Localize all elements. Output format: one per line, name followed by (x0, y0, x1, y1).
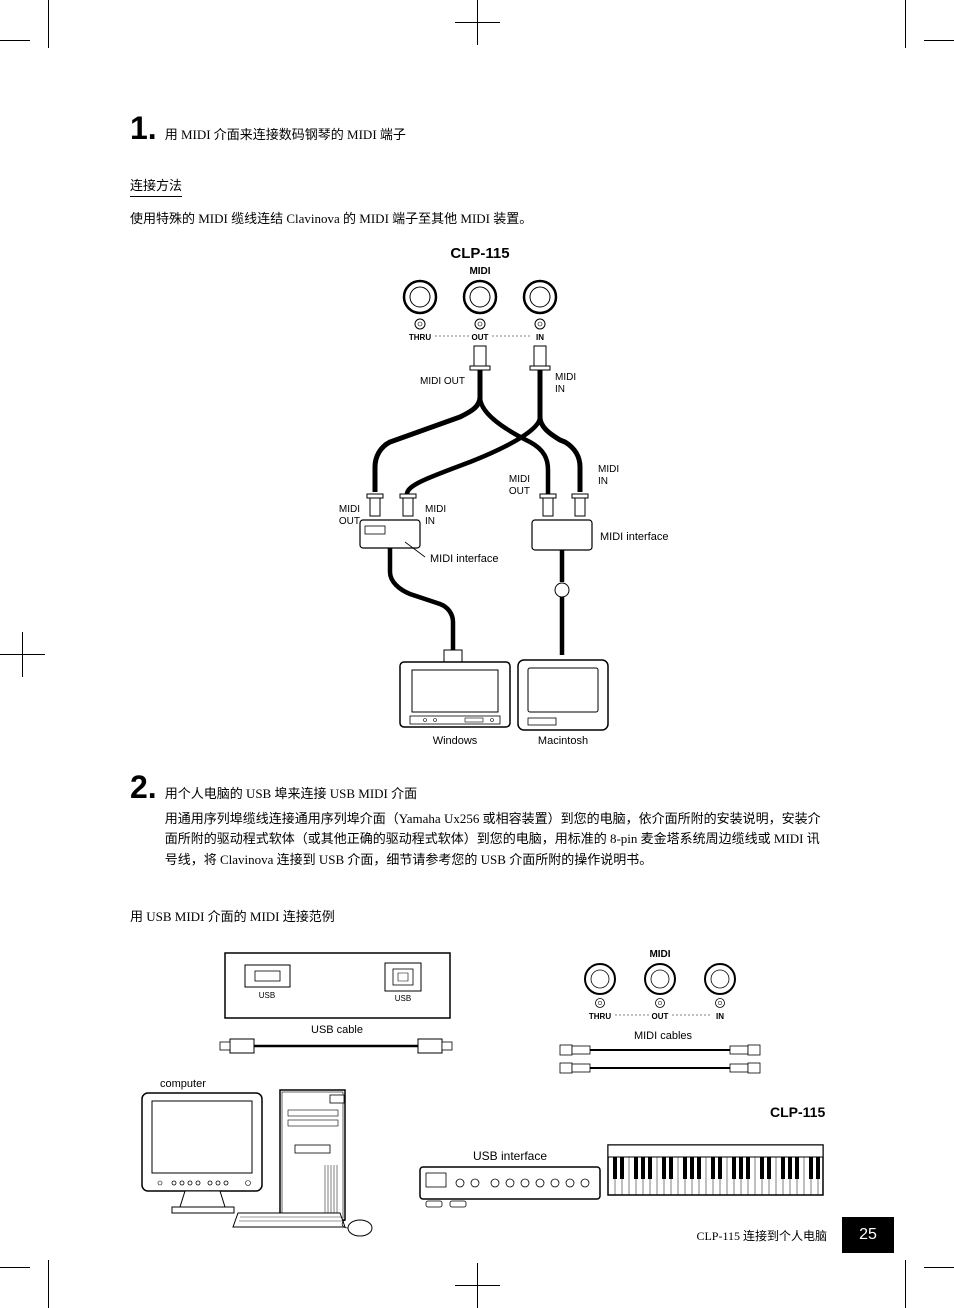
svg-text:MIDI: MIDI (598, 464, 619, 475)
keyboard-icon (608, 1145, 823, 1195)
midi-plug-icon (572, 494, 588, 516)
method-text: 使用特殊的 MIDI 缆线连结 Clavinova 的 MIDI 端子至其他 M… (130, 209, 830, 230)
step-title: 用个人电脑的 USB 埠来连接 USB MIDI 介面 (165, 784, 830, 805)
step-title: 用 MIDI 介面来连接数码钢琴的 MIDI 端子 (165, 125, 406, 146)
midi-port-icon (585, 964, 615, 1008)
svg-text:OUT: OUT (339, 516, 360, 527)
midi-cable-icon (560, 1063, 760, 1073)
crop-mark (48, 1260, 49, 1308)
step-2-heading: 2. 用个人电脑的 USB 埠来连接 USB MIDI 介面 用通用序列埠缆线连… (130, 769, 830, 871)
svg-text:MIDI OUT: MIDI OUT (420, 376, 465, 387)
svg-text:MIDI: MIDI (339, 504, 360, 515)
crop-mark (455, 1285, 500, 1286)
svg-text:USB: USB (259, 991, 275, 1000)
svg-text:IN: IN (716, 1012, 724, 1021)
macintosh-computer-icon (518, 660, 608, 730)
svg-text:USB: USB (395, 994, 411, 1003)
svg-text:MIDI: MIDI (425, 504, 446, 515)
svg-text:MIDI interface: MIDI interface (430, 553, 498, 565)
step-number: 2. (130, 769, 157, 806)
step-number: 1. (130, 110, 157, 147)
crop-mark (0, 40, 30, 41)
svg-text:CLP-115: CLP-115 (770, 1104, 825, 1120)
svg-text:OUT: OUT (509, 486, 530, 497)
step-1-heading: 1. 用 MIDI 介面来连接数码钢琴的 MIDI 端子 (130, 110, 830, 147)
svg-text:Windows: Windows (433, 735, 478, 747)
footer-text: CLP-115 连接到个人电脑 (696, 1227, 827, 1244)
usb-connector-icon (220, 1039, 270, 1053)
page-number: 25 (859, 1226, 877, 1244)
section-heading: 用 USB MIDI 介面的 MIDI 连接范例 (130, 906, 830, 925)
crop-mark (455, 22, 500, 23)
midi-port-icon (645, 964, 675, 1008)
crop-mark (48, 0, 49, 48)
crop-mark (0, 654, 45, 655)
svg-text:USB interface: USB interface (473, 1149, 547, 1163)
svg-text:OUT: OUT (652, 1012, 669, 1021)
midi-plug-icon (400, 494, 416, 516)
midi-port-thru-icon (404, 281, 436, 329)
diagram-midi-connection: CLP-115 MIDI THRU OUT (130, 242, 830, 757)
midi-cable-icon (560, 1045, 760, 1055)
svg-text:computer: computer (160, 1078, 206, 1090)
crop-mark (905, 0, 906, 48)
crop-mark (0, 1267, 30, 1268)
svg-text:MIDI: MIDI (469, 266, 490, 277)
page-footer: CLP-115 连接到个人电脑 25 (696, 1217, 894, 1253)
page-number-box: 25 (842, 1217, 894, 1253)
step-body: 用通用序列埠缆线连接通用序列埠介面（Yamaha Ux256 或相容装置）到您的… (165, 809, 830, 871)
svg-text:Macintosh: Macintosh (538, 735, 588, 747)
windows-computer-icon (400, 662, 510, 727)
midi-port-in-icon (524, 281, 556, 329)
svg-text:MIDI: MIDI (649, 949, 670, 960)
crop-mark (924, 40, 954, 41)
midi-plug-icon (540, 494, 556, 516)
midi-plug-icon (367, 494, 383, 516)
midi-plug-icon (470, 346, 490, 370)
svg-text:MIDI: MIDI (509, 474, 530, 485)
svg-text:OUT: OUT (472, 333, 489, 342)
crop-mark (905, 1260, 906, 1308)
page-content: 1. 用 MIDI 介面来连接数码钢琴的 MIDI 端子 连接方法 使用特殊的 … (130, 110, 830, 1282)
svg-text:MIDI cables: MIDI cables (634, 1030, 693, 1042)
svg-text:MIDI: MIDI (555, 372, 576, 383)
svg-text:IN: IN (425, 516, 435, 527)
usb-interface-box-icon (420, 1167, 600, 1207)
method-label: 连接方法 (130, 175, 182, 197)
midi-plug-icon (530, 346, 550, 370)
diagram-title: CLP-115 (450, 245, 509, 262)
svg-text:USB cable: USB cable (311, 1024, 363, 1036)
svg-text:IN: IN (598, 476, 608, 487)
svg-text:MIDI interface: MIDI interface (600, 531, 668, 543)
midi-port-icon (705, 964, 735, 1008)
usb-connector-icon (405, 1039, 452, 1053)
svg-text:THRU: THRU (589, 1012, 611, 1021)
midi-port-out-icon (464, 281, 496, 329)
svg-text:THRU: THRU (409, 333, 431, 342)
midi-interface-icon (532, 520, 592, 550)
desktop-computer-icon (142, 1090, 372, 1236)
svg-text:IN: IN (555, 384, 565, 395)
svg-text:IN: IN (536, 333, 544, 342)
crop-mark (924, 1267, 954, 1268)
